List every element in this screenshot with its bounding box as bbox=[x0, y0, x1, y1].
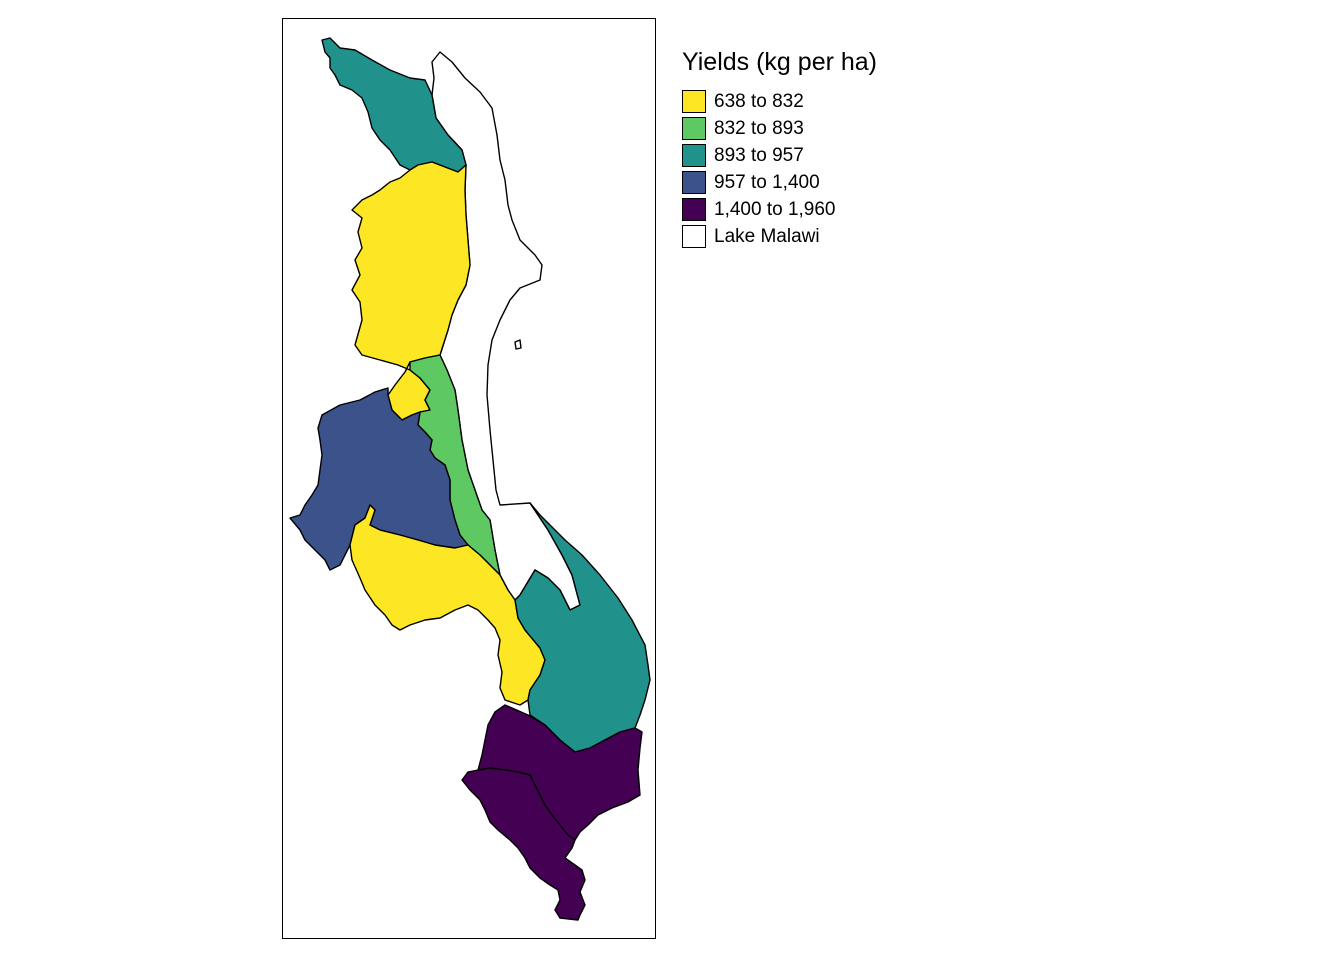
legend-title: Yields (kg per ha) bbox=[682, 48, 877, 76]
region-central-yellow bbox=[349, 504, 546, 706]
legend-swatch bbox=[682, 225, 706, 248]
legend-label: 1,400 to 1,960 bbox=[714, 198, 836, 220]
legend-label: 893 to 957 bbox=[714, 144, 804, 166]
legend-item-2: 893 to 957 bbox=[682, 142, 877, 169]
legend-label: 832 to 893 bbox=[714, 117, 804, 139]
legend-swatch bbox=[682, 90, 706, 113]
legend-label: 638 to 832 bbox=[714, 90, 804, 112]
legend-swatch bbox=[682, 144, 706, 167]
legend-item-0: 638 to 832 bbox=[682, 88, 877, 115]
region-lake-island bbox=[514, 339, 522, 350]
region-south-west-purple bbox=[461, 767, 586, 921]
legend-label: 957 to 1,400 bbox=[714, 171, 820, 193]
legend-swatch bbox=[682, 198, 706, 221]
legend-label: Lake Malawi bbox=[714, 225, 820, 247]
legend-item-4: 1,400 to 1,960 bbox=[682, 196, 877, 223]
legend: Yields (kg per ha) 638 to 832 832 to 893… bbox=[682, 46, 877, 250]
legend-item-3: 957 to 1,400 bbox=[682, 169, 877, 196]
legend-swatch bbox=[682, 171, 706, 194]
legend-item-5: Lake Malawi bbox=[682, 223, 877, 250]
legend-item-1: 832 to 893 bbox=[682, 115, 877, 142]
legend-swatch bbox=[682, 117, 706, 140]
